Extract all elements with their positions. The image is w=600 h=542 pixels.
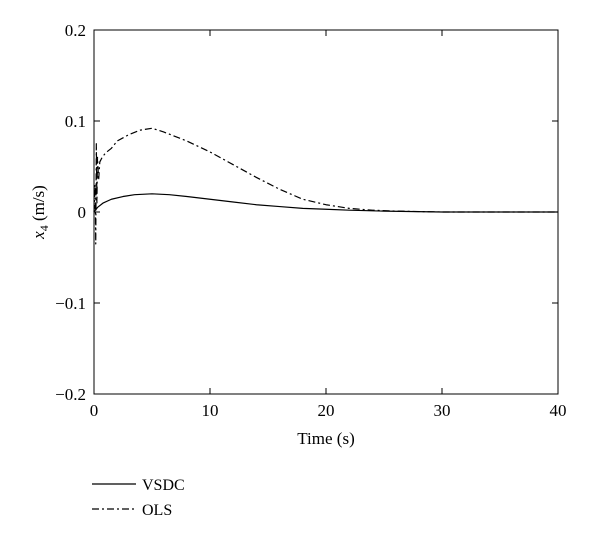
y-tick-label-0: −0.2 [55,385,86,404]
series-line-vsdc [93,193,558,213]
y-tick-label-2: 0 [78,203,87,222]
x-tick-label-4: 40 [550,401,567,420]
series-lines [93,127,558,245]
y-tick-label-1: −0.1 [55,294,86,313]
x-tick-label-1: 10 [202,401,219,420]
legend-label-ols: OLS [142,502,172,519]
y-axis-label-unit: (m/s) [29,185,48,225]
x-tick-label-2: 20 [318,401,335,420]
y-axis-label-var: x [29,231,48,240]
y-axis-label: x4 (m/s) [29,185,51,240]
series-line-ols [93,127,558,245]
x-axis-label: Time (s) [297,429,354,448]
y-axis-label-sub: 4 [37,225,51,231]
y-tick-label-4: 0.2 [65,21,86,40]
x-tick-label-3: 30 [434,401,451,420]
x-tick-label-0: 0 [90,401,99,420]
legend: VSDC OLS [92,477,185,519]
y-tick-label-3: 0.1 [65,112,86,131]
tick-labels: 0 10 20 30 40 −0.2 −0.1 0 0.1 0.2 [55,21,566,420]
legend-label-vsdc: VSDC [142,477,185,494]
